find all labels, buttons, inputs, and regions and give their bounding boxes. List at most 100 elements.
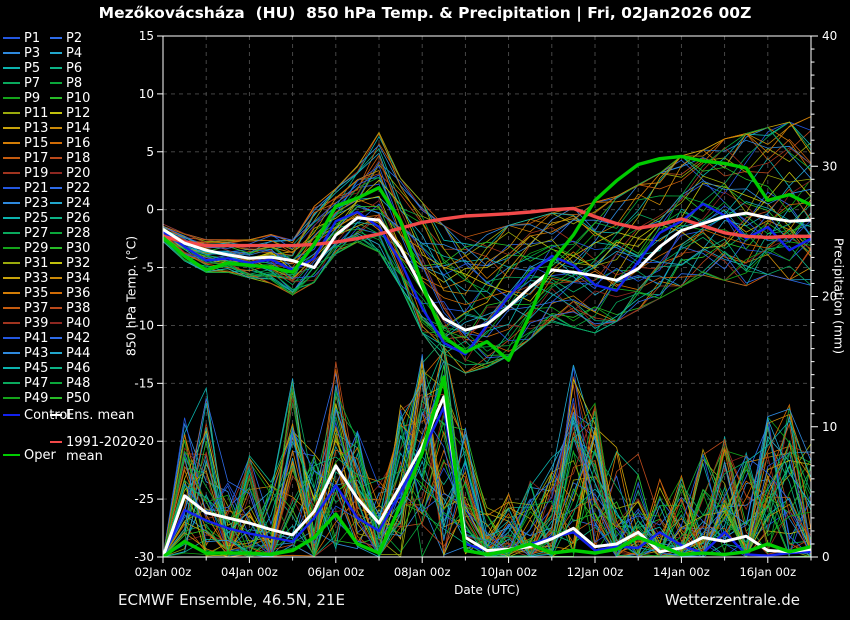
member-line-swatch <box>50 337 62 339</box>
legend-member-P32: P32 <box>50 256 90 271</box>
member-temp-line-P11 <box>163 142 811 294</box>
date-tick-label: 04Jan 00z <box>221 565 278 579</box>
member-line-swatch <box>50 172 62 174</box>
member-line-swatch <box>3 277 20 279</box>
legend-member-label: P37 <box>24 300 49 316</box>
legend-member-label: P21 <box>24 180 49 196</box>
legend-member-label: P8 <box>66 75 83 91</box>
legend-member-P41: P41 <box>3 331 48 346</box>
legend-member-P38: P38 <box>50 301 90 316</box>
member-temp-line-P39 <box>163 146 811 340</box>
legend-member-label: P4 <box>66 45 83 61</box>
ens-mean-line-swatch <box>50 414 62 416</box>
legend-member-label: P18 <box>66 150 91 166</box>
legend-member-label: P45 <box>24 360 49 376</box>
legend-member-P27: P27 <box>3 226 48 241</box>
member-temp-line-P20 <box>163 159 811 345</box>
member-line-swatch <box>3 352 20 354</box>
legend-member-P11: P11 <box>3 106 48 121</box>
series-1991-2020-mean-temp <box>163 206 811 248</box>
member-precip-line-P14 <box>163 405 811 557</box>
legend-member-P16: P16 <box>50 136 90 151</box>
legend-member-P24: P24 <box>50 196 90 211</box>
footer-model-info: ECMWF Ensemble, 46.5N, 21E <box>118 591 345 609</box>
legend-member-P35: P35 <box>3 286 48 301</box>
legend-member-label: P48 <box>66 375 91 391</box>
legend-member-label: P43 <box>24 345 49 361</box>
temp-tick-label: 0 <box>146 203 154 217</box>
temp-tick-label: 15 <box>139 29 154 43</box>
legend-member-label: P10 <box>66 90 91 106</box>
member-line-swatch <box>3 337 20 339</box>
date-tick-label: 12Jan 00z <box>567 565 624 579</box>
legend-member-label: P24 <box>66 195 91 211</box>
date-tick-label: 06Jan 00z <box>307 565 364 579</box>
legend-member-P31: P31 <box>3 256 48 271</box>
temp-tick-label: 10 <box>139 87 154 101</box>
legend-member-P49: P49 <box>3 391 48 406</box>
member-line-swatch <box>50 97 62 99</box>
legend-member-label: P11 <box>24 105 49 121</box>
member-line-swatch <box>50 382 62 384</box>
legend-member-label: P40 <box>66 315 91 331</box>
legend-member-P26: P26 <box>50 211 90 226</box>
member-line-swatch <box>50 307 62 309</box>
legend-member-P7: P7 <box>3 76 40 91</box>
legend-item-control: Control <box>3 408 71 423</box>
member-temp-line-P45 <box>163 201 811 355</box>
legend-member-label: P42 <box>66 330 91 346</box>
date-tick-label: 14Jan 00z <box>653 565 710 579</box>
temp-tick-label: -5 <box>142 261 154 275</box>
member-line-swatch <box>3 397 20 399</box>
series-ens-mean-precip <box>163 395 811 557</box>
legend-member-P44: P44 <box>50 346 90 361</box>
legend-member-P14: P14 <box>50 121 90 136</box>
member-line-swatch <box>50 217 62 219</box>
member-temp-line-P24 <box>163 152 811 321</box>
precip-tick-label: 10 <box>822 420 837 434</box>
legend-member-P30: P30 <box>50 241 90 256</box>
temp-tick-label: -30 <box>134 550 154 564</box>
member-line-swatch <box>3 247 20 249</box>
member-line-swatch <box>50 67 62 69</box>
member-temp-line-P44 <box>163 207 811 339</box>
series-oper-temp <box>163 154 811 362</box>
series-ens-mean-temp <box>163 211 811 332</box>
oper-line-swatch <box>3 454 20 456</box>
legend-member-label: P35 <box>24 285 49 301</box>
legend-member-label: P27 <box>24 225 49 241</box>
legend-member-P1: P1 <box>3 31 40 46</box>
legend-member-P50: P50 <box>50 391 90 406</box>
legend-member-P33: P33 <box>3 271 48 286</box>
member-temp-line-P38 <box>163 188 811 374</box>
member-temp-line-P32 <box>163 171 811 302</box>
legend-member-P17: P17 <box>3 151 48 166</box>
footer-site-name: Wetterzentrale.de <box>664 591 800 609</box>
legend-member-label: P5 <box>24 60 41 76</box>
legend-member-label: P13 <box>24 120 49 136</box>
member-line-swatch <box>50 277 62 279</box>
legend-control-label: Control <box>24 407 71 423</box>
member-line-swatch <box>50 82 62 84</box>
member-line-swatch <box>3 367 20 369</box>
legend-member-P36: P36 <box>50 286 90 301</box>
member-temp-line-P18 <box>163 130 811 279</box>
member-temp-line-P12 <box>163 182 811 283</box>
legend-member-P12: P12 <box>50 106 90 121</box>
member-temp-line-P33 <box>163 121 811 328</box>
member-temp-line-P50 <box>163 155 811 339</box>
legend-member-label: P36 <box>66 285 91 301</box>
precip-tick-label: 40 <box>822 29 837 43</box>
member-line-swatch <box>50 37 62 39</box>
legend-member-P10: P10 <box>50 91 90 106</box>
legend-member-label: P31 <box>24 255 49 271</box>
legend-item-ens-mean: Ens. mean <box>50 408 134 423</box>
legend-member-label: P38 <box>66 300 91 316</box>
legend-member-P18: P18 <box>50 151 90 166</box>
member-line-swatch <box>3 127 20 129</box>
legend-member-label: P1 <box>24 30 41 46</box>
legend-member-P13: P13 <box>3 121 48 136</box>
legend-member-label: P28 <box>66 225 91 241</box>
